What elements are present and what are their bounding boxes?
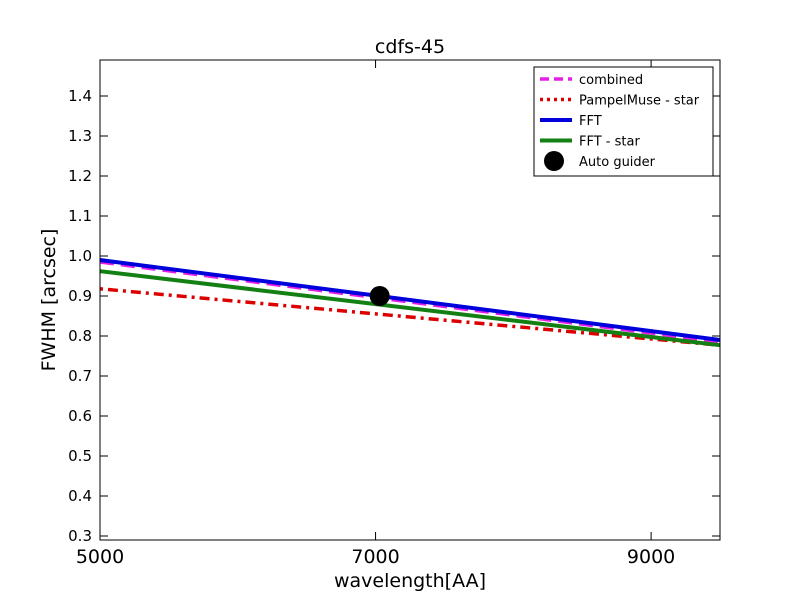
legend: combined PampelMuse - star FFT FFT - star Au…: [533, 66, 714, 177]
x-axis-ticks: 5000 7000 9000: [76, 60, 675, 568]
y-tick-label: 1.2: [68, 167, 92, 185]
x-tick-label: 7000: [351, 546, 399, 568]
y-tick-label: 0.6: [68, 407, 92, 425]
x-tick-label: 5000: [76, 546, 124, 568]
y-tick-label: 0.5: [68, 447, 92, 465]
legend-label-1: PampelMuse - star: [579, 94, 700, 109]
legend-label-point-0: Auto guider: [579, 155, 656, 170]
series-line-3: [99, 269, 721, 348]
chart-title: cdfs-45: [375, 36, 445, 58]
y-tick-label: 1.3: [68, 127, 92, 145]
y-tick-label: 1.1: [68, 207, 92, 225]
points-layer: [369, 286, 390, 306]
x-axis-label: wavelength[AA]: [334, 570, 486, 592]
legend-label-2: FFT: [579, 114, 602, 129]
series-line-1: [99, 287, 721, 347]
y-tick-label: 0.3: [68, 527, 92, 545]
y-tick-label: 0.4: [68, 487, 92, 505]
legend-label-3: FFT - star: [579, 135, 640, 150]
legend-label-0: combined: [579, 73, 643, 88]
y-tick-label: 0.9: [68, 287, 92, 305]
y-tick-label: 1.0: [68, 247, 92, 265]
series-layer: [99, 258, 721, 348]
y-axis-ticks: 0.3 0.4 0.5 0.6 0.7 0.8 0.9 1.0 1.1 1.2 1.3 1.4: [68, 87, 720, 545]
series-line-2: [99, 258, 721, 342]
y-tick-label: 1.4: [68, 87, 92, 105]
y-tick-label: 0.8: [68, 327, 92, 345]
y-tick-label: 0.7: [68, 367, 92, 385]
y-axis-label: FWHM [arcsec]: [38, 229, 60, 372]
data-point-0: [369, 286, 390, 306]
plot-frame: [99, 59, 721, 541]
legend-marker-0: [544, 151, 564, 171]
x-tick-label: 9000: [627, 546, 675, 568]
